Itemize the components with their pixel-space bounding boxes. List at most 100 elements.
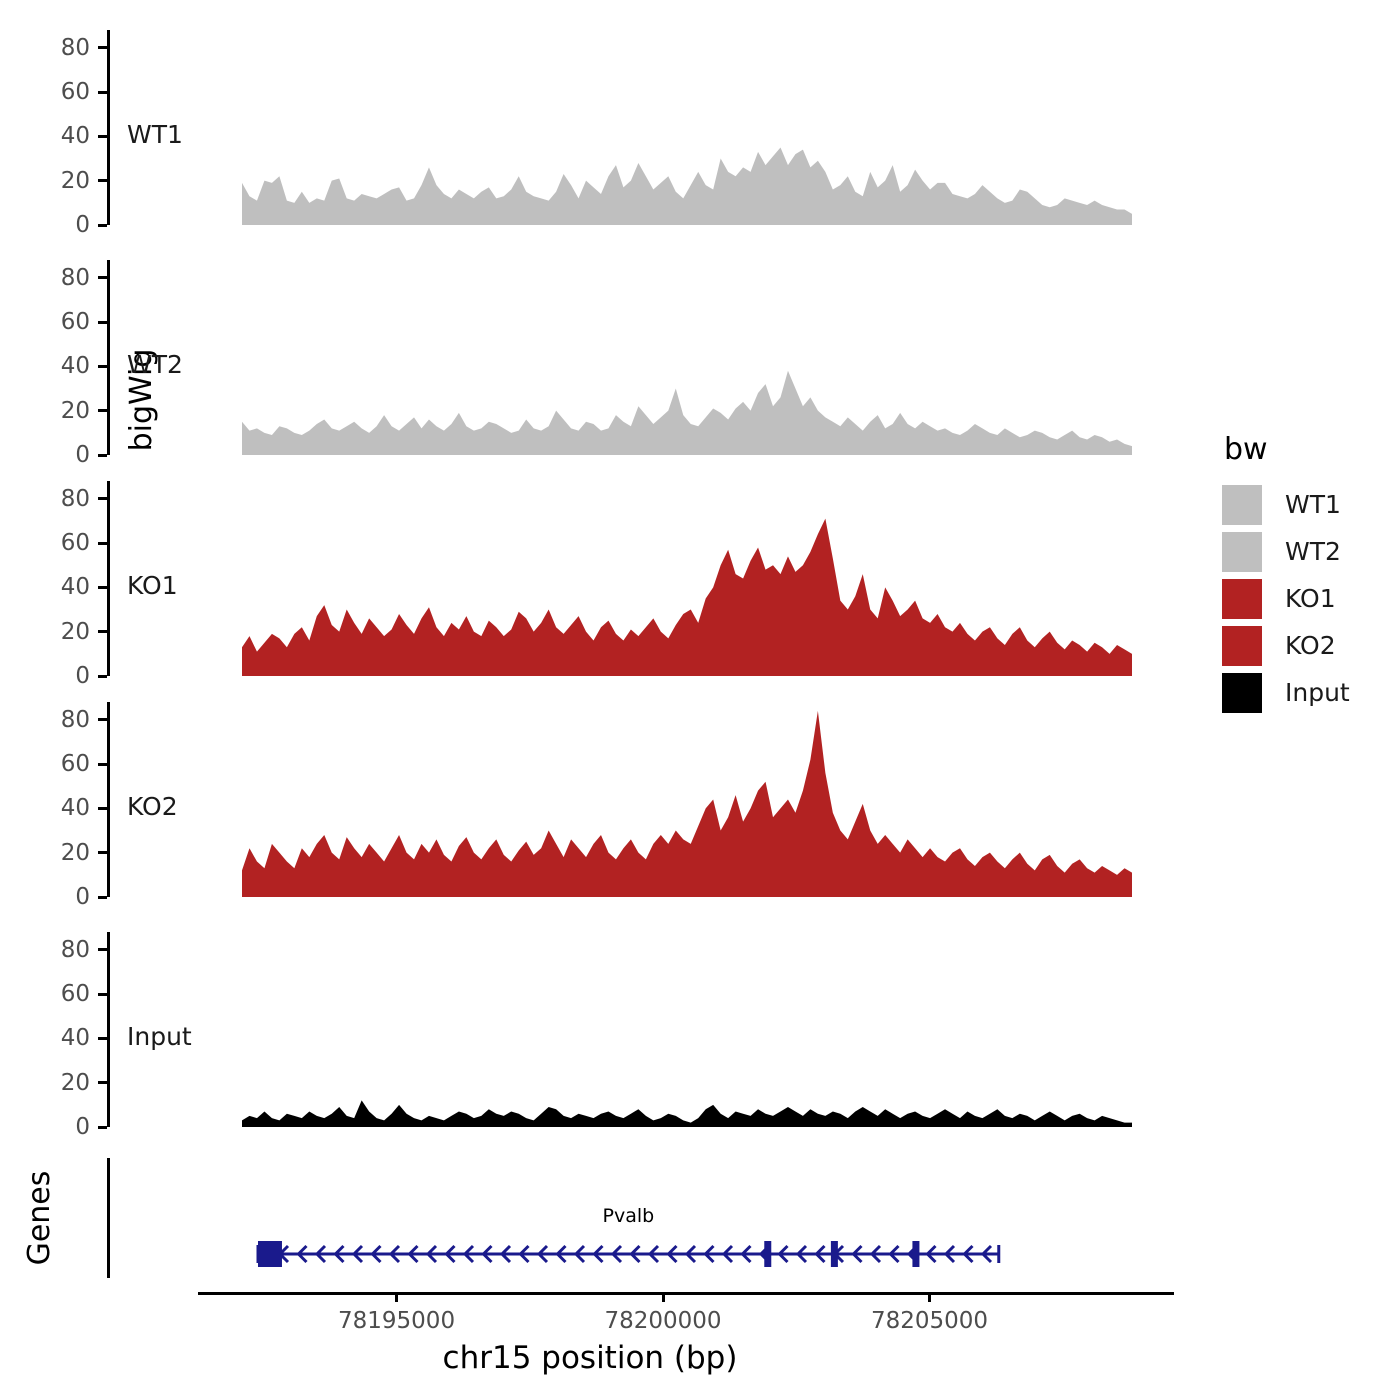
y-axis-tick bbox=[98, 179, 107, 183]
panel-axis-line bbox=[107, 30, 110, 225]
y-axis-tick bbox=[98, 718, 107, 722]
y-axis-tick bbox=[98, 46, 107, 50]
panel-axis-line bbox=[107, 932, 110, 1127]
x-axis-line bbox=[198, 1292, 1174, 1295]
y-axis-tick-label: 60 bbox=[60, 751, 90, 778]
y-axis-tick-label: 0 bbox=[75, 212, 90, 238]
y-axis-tick bbox=[98, 134, 107, 138]
y-axis-tick bbox=[98, 585, 107, 589]
x-axis-tick-label: 78195000 bbox=[338, 1308, 456, 1334]
panel-axis-line bbox=[107, 260, 110, 455]
y-axis-tick-label: 20 bbox=[60, 839, 90, 866]
x-axis-title: chr15 position (bp) bbox=[442, 1340, 738, 1376]
track-label-wt2: WT2 bbox=[127, 350, 183, 380]
y-axis-tick bbox=[98, 1036, 107, 1040]
y-axis-tick-label: 80 bbox=[60, 485, 90, 512]
signal-area-ko2 bbox=[242, 702, 1132, 897]
y-axis-tick-label: 20 bbox=[60, 397, 90, 424]
y-axis-tick bbox=[98, 1125, 107, 1129]
legend-item-wt1[interactable]: WT1 bbox=[1222, 483, 1392, 526]
x-axis-tick-label: 78200000 bbox=[604, 1308, 722, 1334]
legend-item-ko2[interactable]: KO2 bbox=[1222, 624, 1392, 667]
y-axis-tick bbox=[98, 223, 107, 227]
y-axis-tick-label: 20 bbox=[60, 1069, 90, 1096]
y-axis-tick bbox=[98, 674, 107, 678]
x-axis-tick bbox=[661, 1292, 665, 1302]
track-label-wt1: WT1 bbox=[127, 120, 183, 150]
y-axis-tick-label: 40 bbox=[60, 574, 90, 601]
legend-color-swatch bbox=[1222, 531, 1262, 572]
legend-item-label: KO2 bbox=[1285, 631, 1336, 660]
y-axis-tick bbox=[98, 497, 107, 501]
y-axis-tick-label: 0 bbox=[75, 442, 90, 468]
signal-area-wt2 bbox=[242, 260, 1132, 455]
legend-item-label: KO1 bbox=[1285, 584, 1336, 613]
x-axis-tick bbox=[395, 1292, 399, 1302]
y-axis-tick-label: 40 bbox=[60, 795, 90, 822]
legend-item-label: Input bbox=[1285, 678, 1350, 707]
y-axis-tick-label: 0 bbox=[75, 1114, 90, 1140]
y-axis-tick-label: 0 bbox=[75, 884, 90, 910]
y-axis-tick bbox=[98, 948, 107, 952]
signal-area-input bbox=[242, 932, 1132, 1127]
y-axis-tick-label: 80 bbox=[60, 936, 90, 963]
signal-area-wt1 bbox=[242, 30, 1132, 225]
legend-item-wt2[interactable]: WT2 bbox=[1222, 530, 1392, 573]
y-axis-tick-label: 20 bbox=[60, 618, 90, 645]
legend-item-label: WT1 bbox=[1285, 490, 1341, 519]
y-axis-tick bbox=[98, 453, 107, 457]
legend-color-swatch bbox=[1222, 578, 1262, 619]
legend-item-label: WT2 bbox=[1285, 537, 1341, 566]
y-axis-tick-label: 0 bbox=[75, 663, 90, 689]
y-axis-tick bbox=[98, 1081, 107, 1085]
y-axis-tick-label: 40 bbox=[60, 1025, 90, 1052]
panel-axis-line bbox=[107, 702, 110, 897]
legend-color-swatch bbox=[1222, 672, 1262, 713]
track-panel-ko2: 0 20 40 60 80 KO2 bbox=[61, 702, 1132, 910]
track-panel-ko1: 0 20 40 60 80 KO1 bbox=[61, 481, 1132, 689]
y-axis-tick-label: 40 bbox=[60, 353, 90, 380]
y-axis-tick-label: 60 bbox=[60, 309, 90, 336]
y-axis-tick-label: 60 bbox=[60, 530, 90, 557]
x-axis-tick bbox=[927, 1292, 931, 1302]
y-axis-tick bbox=[98, 90, 107, 94]
x-axis-tick-label: 78205000 bbox=[870, 1308, 989, 1334]
y-axis-tick-label: 80 bbox=[60, 706, 90, 733]
track-panel-wt2: 0 20 40 60 80 WT2 bbox=[61, 260, 1132, 468]
track-panel-input: 0 20 40 60 80 Input bbox=[61, 932, 1132, 1140]
y-axis-tick bbox=[98, 364, 107, 368]
y-axis-tick-label: 80 bbox=[60, 34, 90, 61]
gene-name-label: Pvalb bbox=[602, 1205, 655, 1227]
y-axis-tick-label: 60 bbox=[60, 981, 90, 1008]
y-axis-tick-label: 60 bbox=[60, 79, 90, 106]
y-axis-tick bbox=[98, 762, 107, 766]
gene-model[interactable] bbox=[0, 1200, 1180, 1320]
track-panel-wt1: 0 20 40 60 80 WT1 bbox=[61, 30, 1132, 238]
signal-area-ko1 bbox=[242, 481, 1132, 676]
legend-item-input[interactable]: Input bbox=[1222, 671, 1392, 714]
genes-axis-line bbox=[107, 1158, 110, 1278]
panel-axis-line bbox=[107, 481, 110, 676]
y-axis-tick bbox=[98, 320, 107, 324]
legend-title: bw bbox=[1224, 432, 1268, 467]
track-label-ko2: KO2 bbox=[127, 792, 178, 822]
legend: bw WT1 WT2 KO1 KO2 Input bbox=[1222, 432, 1392, 718]
y-axis-tick bbox=[98, 851, 107, 855]
legend-item-ko1[interactable]: KO1 bbox=[1222, 577, 1392, 620]
y-axis-tick bbox=[98, 276, 107, 280]
track-label-ko1: KO1 bbox=[127, 571, 178, 601]
y-axis-tick bbox=[98, 895, 107, 899]
legend-items: WT1 WT2 KO1 KO2 Input bbox=[1222, 483, 1392, 714]
y-axis-tick bbox=[98, 630, 107, 634]
track-label-input: Input bbox=[127, 1022, 192, 1052]
y-axis-tick bbox=[98, 409, 107, 413]
y-axis-tick bbox=[98, 806, 107, 810]
legend-color-swatch bbox=[1222, 484, 1262, 525]
y-axis-tick bbox=[98, 992, 107, 996]
y-axis-tick bbox=[98, 541, 107, 545]
y-axis-tick-label: 20 bbox=[60, 167, 90, 194]
y-axis-tick-label: 80 bbox=[60, 264, 90, 291]
y-axis-tick-label: 40 bbox=[60, 123, 90, 150]
legend-color-swatch bbox=[1222, 625, 1262, 666]
